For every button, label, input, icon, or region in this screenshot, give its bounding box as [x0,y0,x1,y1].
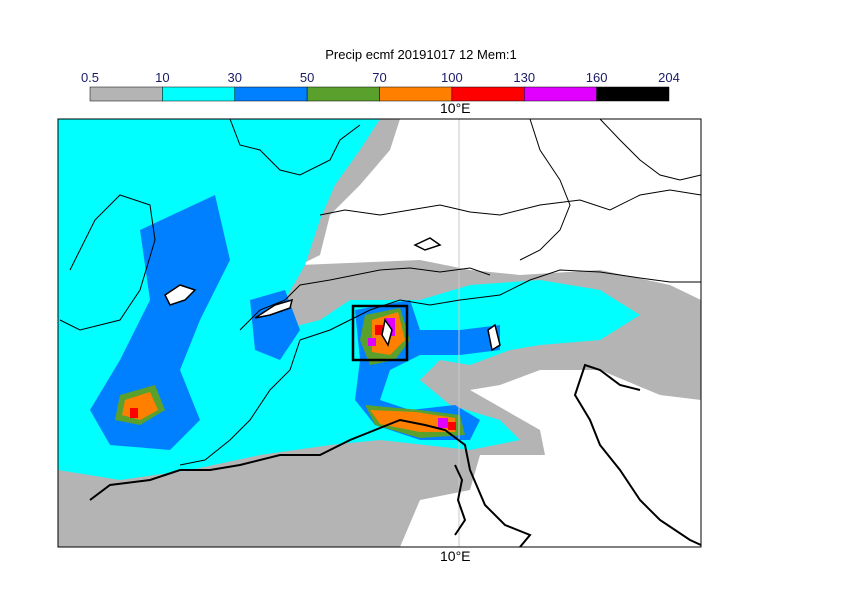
precip-red-spot-3 [448,422,456,430]
coast-corsica [454,464,467,536]
legend-tick-label: 160 [586,70,608,85]
lake-geneva [254,298,294,319]
precip-red-spot-2 [130,408,138,418]
border-west [59,194,156,331]
lake-maggiore [381,318,393,347]
border-germany [319,189,702,216]
lake-garda [487,323,501,352]
precip-magenta-spot-3 [438,418,448,428]
highlight-box [351,304,409,362]
legend-tick-label: 30 [228,70,242,85]
coast-ligurian [89,418,532,548]
lakes [164,237,501,352]
lon-label-bottom: 10°E [440,548,471,564]
legend-tick-label: 50 [300,70,314,85]
country-borders [59,118,702,466]
coastlines [89,363,702,548]
lake-constance [413,237,442,251]
coast-adriatic [573,363,702,546]
precip-magenta-spot-2 [368,338,376,346]
map-frame [57,118,702,548]
legend-ticks: 0.5 10 30 50 70 100 130 160 204 [81,70,680,85]
legend-tick-label: 130 [513,70,535,85]
border-france-switzerland [239,267,491,331]
color-legend: 0.5 10 30 50 70 100 130 160 204 [81,70,680,102]
legend-tick-label: 100 [441,70,463,85]
legend-swatches [89,86,670,102]
border-france-italy [179,339,301,466]
chart-title: Precip ecmf 20191017 12 Mem:1 [325,47,517,62]
lake-west [164,284,197,306]
lon-label-top: 10°E [440,100,471,116]
precip-blue-area [90,195,230,450]
border-austria [519,118,571,261]
legend-tick-label: 10 [155,70,169,85]
border-north [229,118,361,176]
legend-tick-label: 70 [372,70,386,85]
legend-tick-label: 204 [658,70,680,85]
precip-red-spot [375,325,385,335]
border-east [599,118,702,181]
legend-tick-label: 0.5 [81,70,99,85]
legend-swatch [596,86,670,102]
